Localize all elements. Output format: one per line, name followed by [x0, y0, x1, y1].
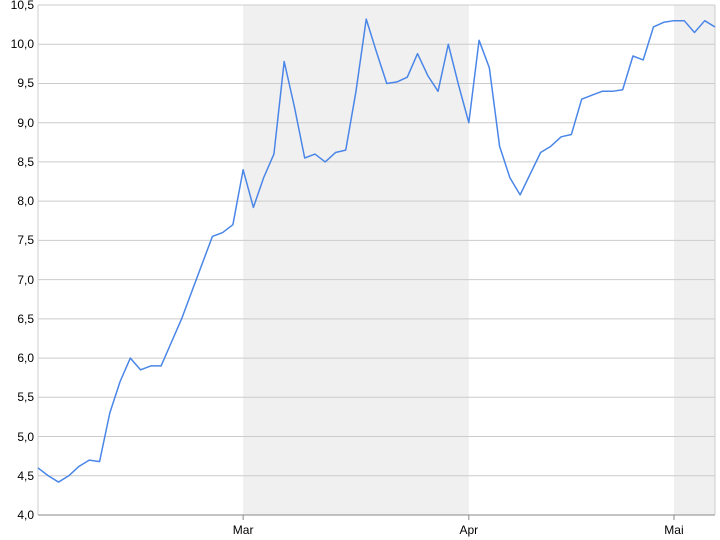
y-tick-label: 6,5 — [17, 312, 34, 326]
y-axis-labels: 4,04,55,05,56,06,57,07,58,08,59,09,510,0… — [0, 0, 38, 540]
x-tick-label: Mai — [664, 523, 683, 537]
y-tick-label: 5,0 — [17, 430, 34, 444]
y-tick-label: 7,0 — [17, 273, 34, 287]
chart-canvas — [0, 0, 720, 540]
y-tick-label: 9,5 — [17, 76, 34, 90]
line-chart: 4,04,55,05,56,06,57,07,58,08,59,09,510,0… — [0, 0, 720, 540]
x-tick-label: Apr — [459, 523, 478, 537]
x-axis-labels: Mar Apr Mai — [0, 520, 720, 540]
y-tick-label: 7,5 — [17, 233, 34, 247]
y-tick-label: 6,0 — [17, 351, 34, 365]
x-tick-label: Mar — [233, 523, 254, 537]
y-tick-label: 8,5 — [17, 155, 34, 169]
y-tick-label: 4,5 — [17, 469, 34, 483]
y-tick-label: 10,5 — [11, 0, 34, 12]
y-tick-label: 10,0 — [11, 37, 34, 51]
y-tick-label: 5,5 — [17, 390, 34, 404]
y-tick-label: 8,0 — [17, 194, 34, 208]
y-tick-label: 9,0 — [17, 116, 34, 130]
